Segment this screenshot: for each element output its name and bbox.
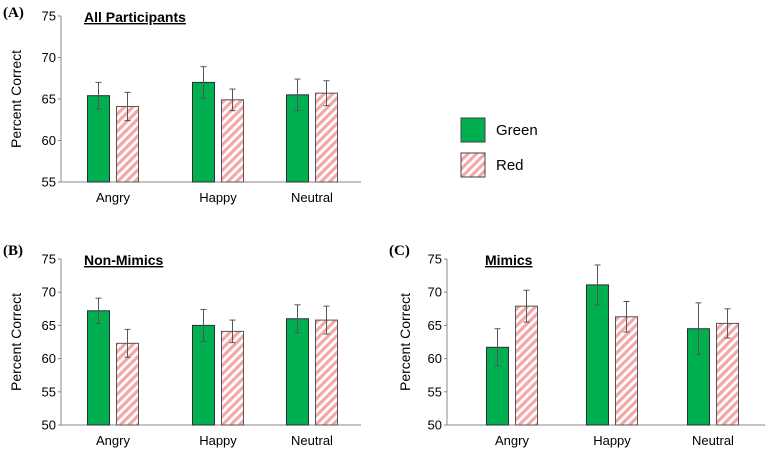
panel-letter-b: (B): [3, 243, 23, 259]
panel-letter-c: (C): [389, 243, 410, 259]
y-tick-label: 75: [42, 9, 56, 24]
x-tick-label: Neutral: [692, 433, 734, 448]
legend-label-green: Green: [496, 122, 538, 139]
panel-all-participants: (A) All Participants Percent Correct 55 6…: [3, 5, 361, 205]
y-tick-label: 70: [42, 285, 56, 300]
y-tick-label: 65: [428, 318, 442, 333]
panel-letter-a: (A): [3, 5, 24, 21]
y-tick-label: 60: [428, 351, 442, 366]
legend: Green Red: [460, 117, 538, 178]
bar-green-neutral: [286, 318, 309, 426]
x-tick-label: Happy: [199, 190, 237, 205]
x-tick-label: Neutral: [291, 433, 333, 448]
y-axis-label-c: Percent Correct: [397, 293, 413, 391]
bar-red-happy: [221, 99, 244, 183]
legend-swatch-red: [460, 152, 486, 178]
y-tick-label: 60: [42, 133, 56, 148]
bar-red-neutral: [315, 92, 338, 183]
y-tick-label: 50: [428, 418, 442, 433]
y-tick-label: 75: [428, 252, 442, 267]
y-tick-label: 70: [42, 50, 56, 65]
bar-green-happy: [586, 284, 609, 426]
y-tick-label: 55: [42, 384, 56, 399]
panel-mimics: (C) Mimics Percent Correct 50 55 60 65 70 75 A…: [389, 243, 765, 448]
legend-swatch-green: [460, 117, 486, 143]
bar-red-neutral: [315, 319, 338, 426]
y-tick-label: 55: [42, 175, 56, 190]
y-tick-label: 65: [42, 92, 56, 107]
x-tick-label: Angry: [495, 433, 529, 448]
y-tick-label: 55: [428, 384, 442, 399]
y-axis-label-a: Percent Correct: [8, 50, 24, 148]
panel-title-a: All Participants: [84, 9, 186, 25]
legend-label-red: Red: [496, 157, 524, 174]
y-axis-label-b: Percent Correct: [8, 293, 24, 391]
bar-red-angry: [515, 305, 538, 426]
panel-title-b: Non-Mimics: [84, 252, 164, 268]
x-tick-label: Angry: [96, 190, 130, 205]
y-tick-label: 65: [42, 318, 56, 333]
x-tick-label: Neutral: [291, 190, 333, 205]
panel-non-mimics: (B) Non-Mimics Percent Correct 50 55 60 65 7…: [3, 243, 361, 448]
x-tick-label: Happy: [593, 433, 631, 448]
bar-green-angry: [87, 310, 110, 426]
panel-title-c: Mimics: [485, 252, 533, 268]
y-tick-label: 75: [42, 252, 56, 267]
y-tick-label: 50: [42, 418, 56, 433]
bar-red-neutral: [716, 322, 739, 426]
bar-red-happy: [221, 330, 244, 426]
x-tick-label: Angry: [96, 433, 130, 448]
y-tick-label: 60: [42, 351, 56, 366]
bar-red-happy: [615, 316, 638, 426]
x-tick-label: Happy: [199, 433, 237, 448]
y-tick-label: 70: [428, 285, 442, 300]
